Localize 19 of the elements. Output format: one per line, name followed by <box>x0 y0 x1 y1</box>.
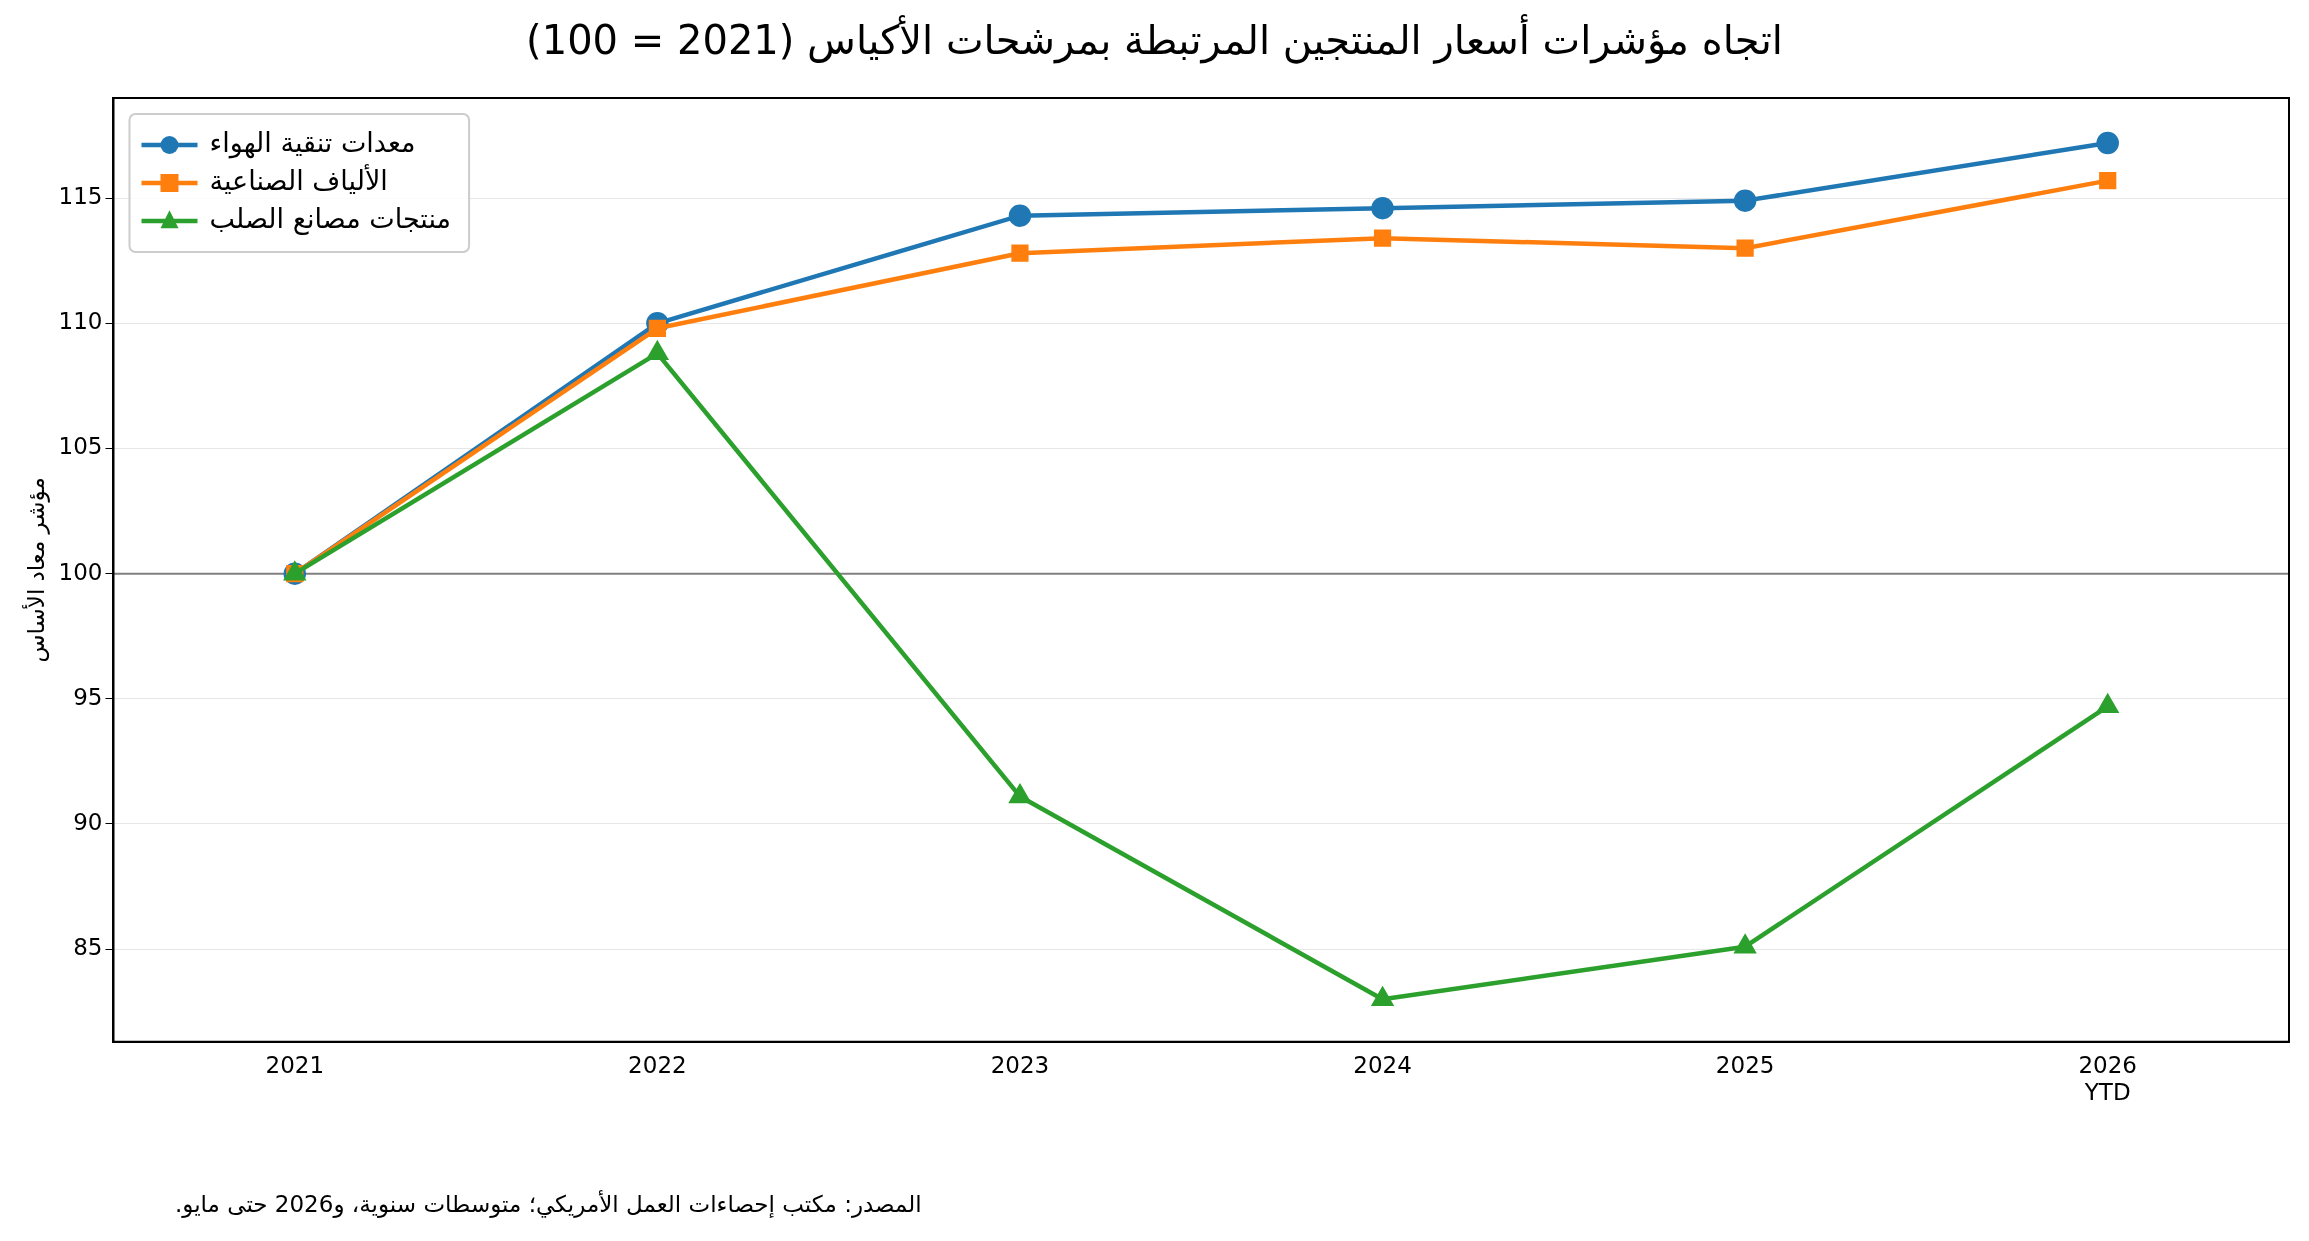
y-tick-label: 105 <box>58 433 103 460</box>
chart-title: اتجاه مؤشرات أسعار المنتجين المرتبطة بمرشحات الأكياس (2021 = 100) <box>526 14 1783 65</box>
text: المصدر: مكتب إحصاءات العمل الأمريكي؛ متوسطات سنوية، و2026 حتى مايو. <box>174 1190 922 1218</box>
legend-label: معدات تنقية الهواء <box>209 127 416 160</box>
y-tick-label: 85 <box>73 934 103 961</box>
y-tick-label: 95 <box>73 683 103 710</box>
y-tick-label: 115 <box>58 183 103 210</box>
y-axis-title: مؤشر معاد الأساس <box>21 477 50 663</box>
y-tick-label: 100 <box>58 558 103 585</box>
legend-label: منتجات مصانع الصلب <box>209 203 452 236</box>
x-tick-label: 2024 <box>1353 1051 1412 1078</box>
x-tick-label: 2022 <box>628 1051 687 1078</box>
x-tick-label: 2023 <box>990 1051 1050 1078</box>
x-tick-label: 2026 YTD <box>2078 1051 2137 1106</box>
legend-label: الألياف الصناعية <box>209 163 388 197</box>
y-tick-label: 90 <box>73 808 103 835</box>
x-tick-label: 2025 <box>1715 1051 1775 1078</box>
y-tick-label: 110 <box>58 308 103 335</box>
x-tick-label: 2021 <box>265 1051 325 1078</box>
